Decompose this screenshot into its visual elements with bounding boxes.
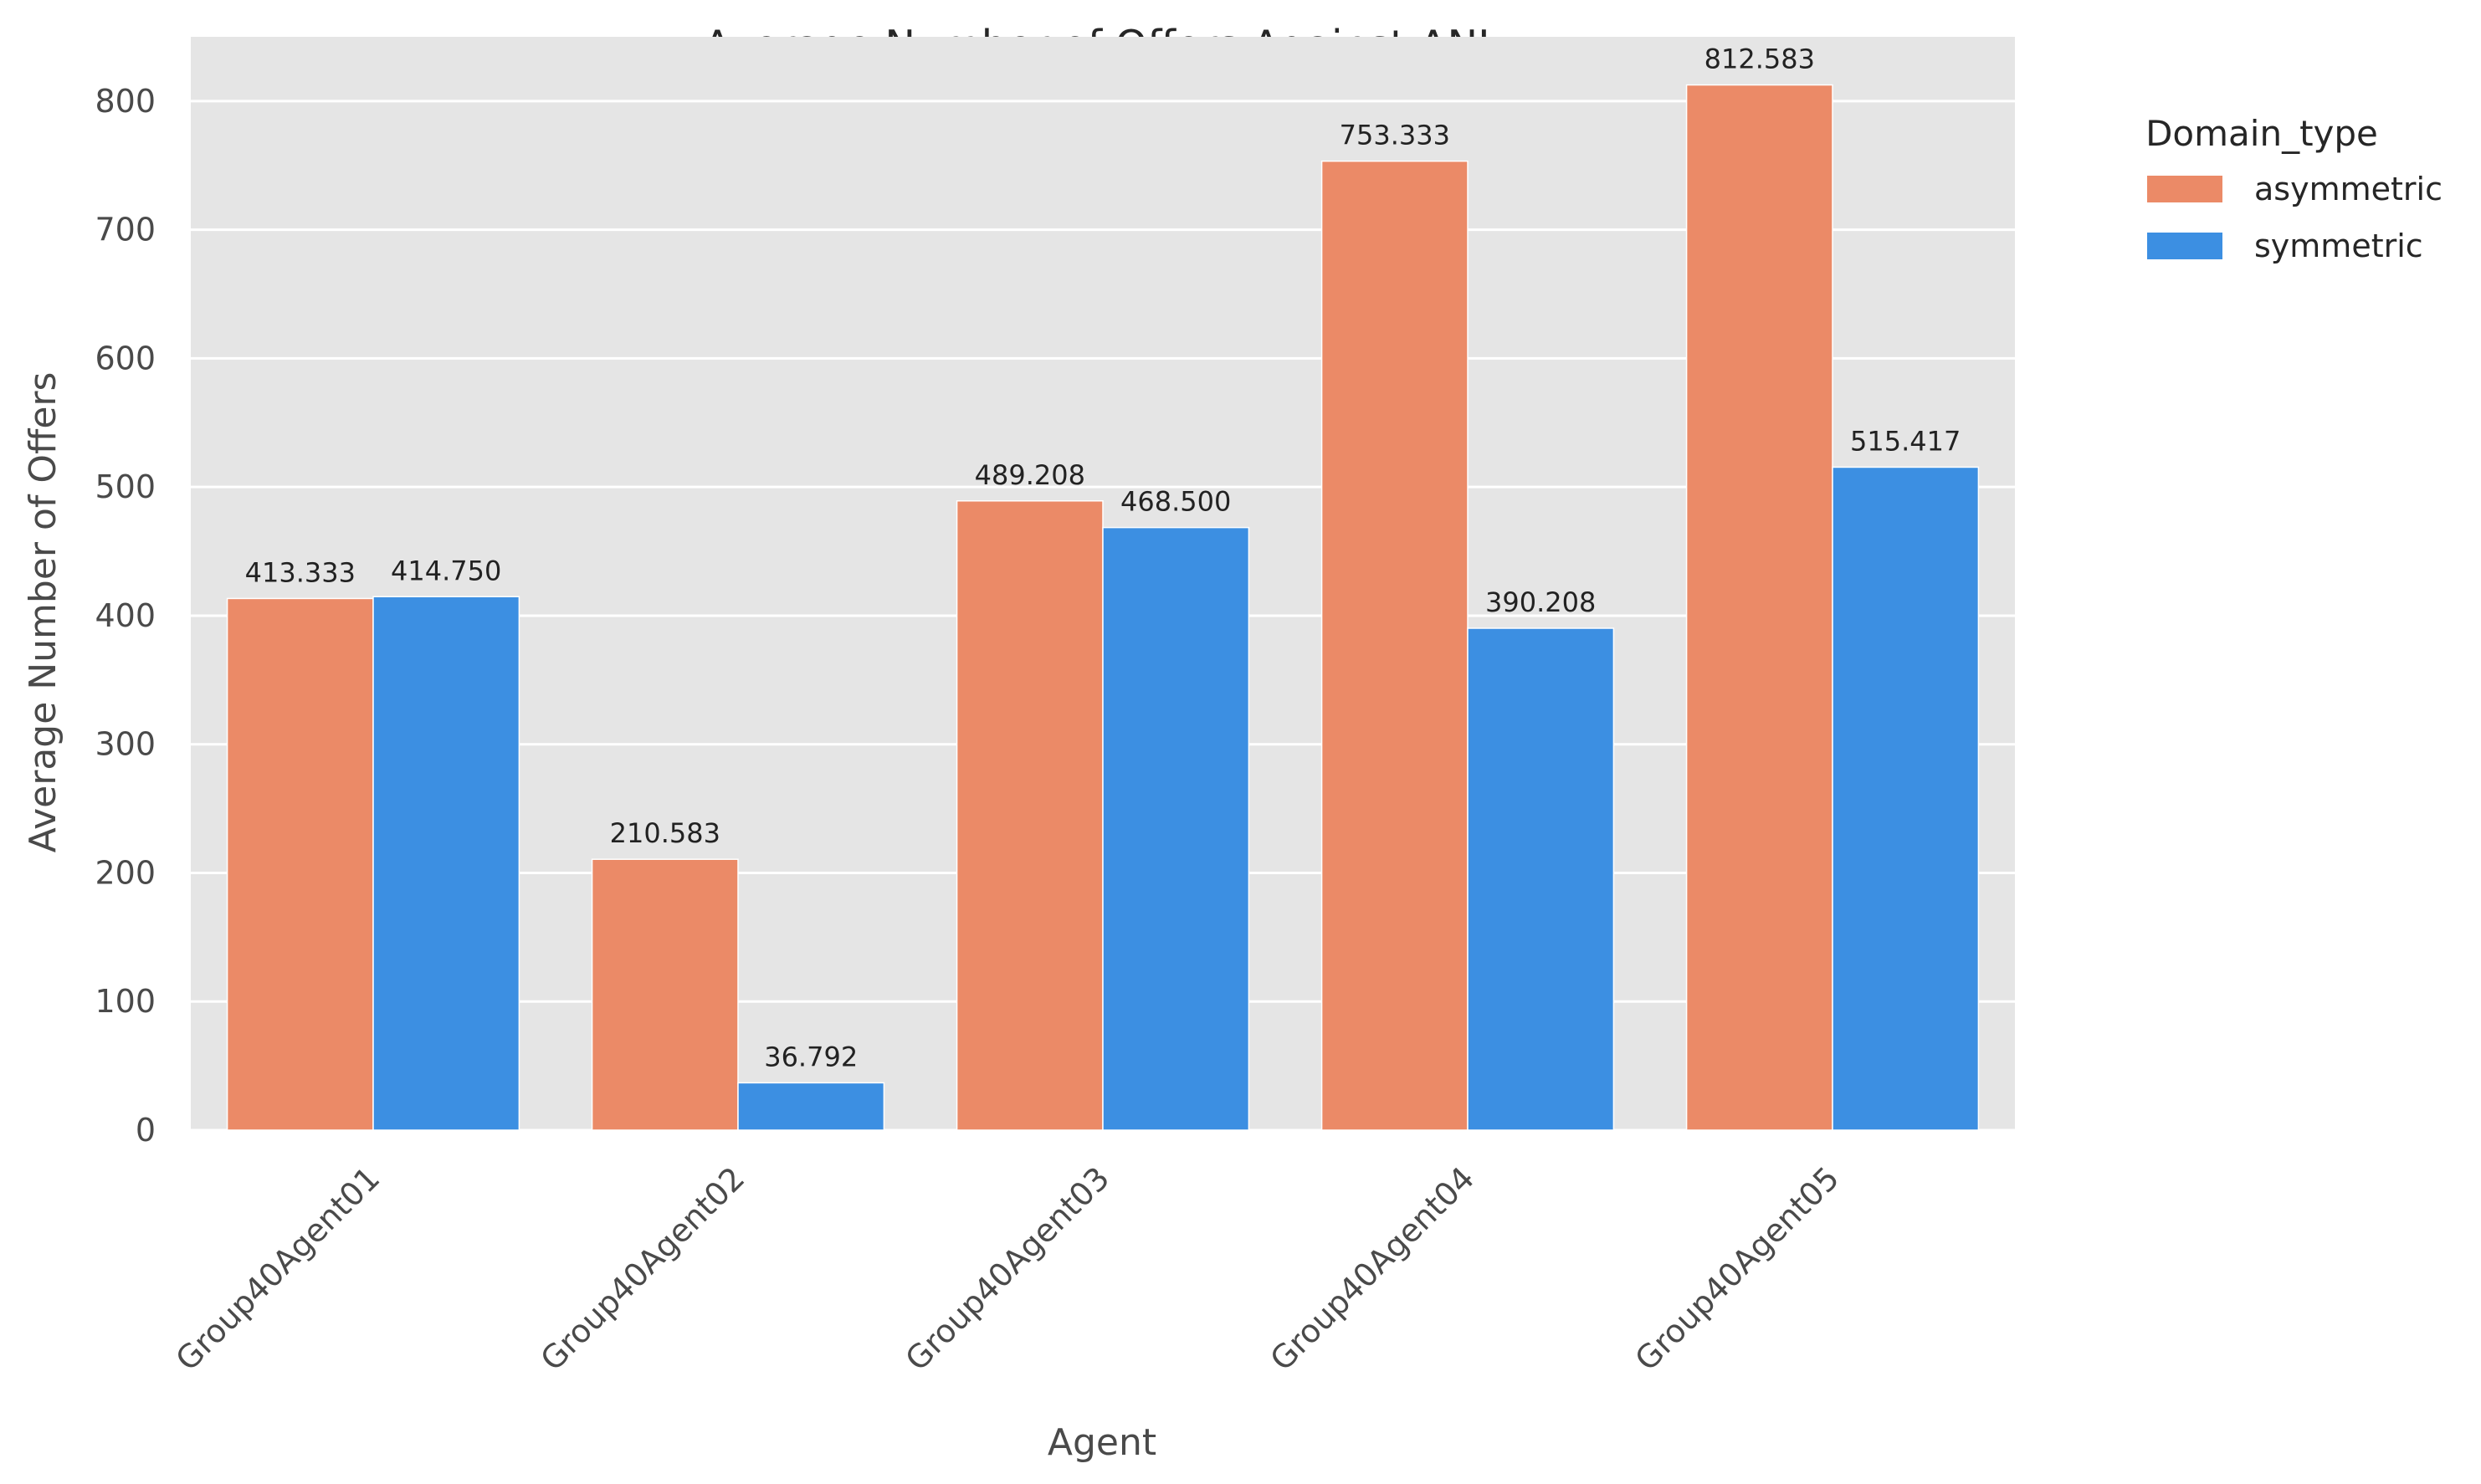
bar-symmetric-Group40Agent03 bbox=[1102, 526, 1250, 1131]
bar-value-label-asymmetric-Group40Agent04: 753.333 bbox=[1340, 120, 1450, 151]
legend: Domain_type asymmetric symmetric bbox=[2145, 113, 2443, 264]
x-axis-label: Agent bbox=[1048, 1421, 1156, 1464]
y-tick-label-700: 700 bbox=[95, 212, 156, 248]
legend-swatch-asymmetric bbox=[2147, 176, 2222, 202]
bar-value-label-symmetric-Group40Agent01: 414.750 bbox=[391, 555, 501, 586]
y-tick-label-300: 300 bbox=[95, 726, 156, 763]
bars bbox=[226, 84, 1980, 1131]
y-tick-label-500: 500 bbox=[95, 468, 156, 505]
bar-symmetric-Group40Agent05 bbox=[1832, 466, 1980, 1131]
y-axis-ticks: 0 100 200 300 400 500 600 700 800 bbox=[95, 83, 156, 1149]
y-tick-label-600: 600 bbox=[95, 340, 156, 376]
x-axis-ticks: Group40Agent01 Group40Agent02 Group40Agent… bbox=[169, 1159, 1847, 1378]
x-tick-label-Group40Agent03: Group40Agent03 bbox=[899, 1159, 1117, 1378]
y-tick-label-100: 100 bbox=[95, 983, 156, 1020]
y-tick-label-200: 200 bbox=[95, 854, 156, 891]
x-tick-label-Group40Agent02: Group40Agent02 bbox=[534, 1159, 752, 1378]
bar-value-labels: 413.333 414.750 210.583 36.792 489.208 468.50… bbox=[245, 43, 1961, 1073]
legend-label-symmetric: symmetric bbox=[2254, 228, 2423, 264]
bar-symmetric-Group40Agent02 bbox=[737, 1082, 885, 1131]
bar-value-label-asymmetric-Group40Agent02: 210.583 bbox=[610, 817, 720, 849]
bar-symmetric-Group40Agent04 bbox=[1467, 627, 1615, 1131]
bar-asymmetric-Group40Agent02 bbox=[591, 858, 739, 1131]
bar-asymmetric-Group40Agent03 bbox=[956, 500, 1104, 1131]
x-tick-label-Group40Agent04: Group40Agent04 bbox=[1264, 1159, 1482, 1378]
legend-label-asymmetric: asymmetric bbox=[2254, 171, 2443, 207]
bar-asymmetric-Group40Agent05 bbox=[1685, 84, 1833, 1131]
bar-asymmetric-Group40Agent04 bbox=[1320, 160, 1469, 1131]
x-tick-label-Group40Agent05: Group40Agent05 bbox=[1628, 1159, 1847, 1378]
y-tick-label-800: 800 bbox=[95, 83, 156, 120]
bar-value-label-symmetric-Group40Agent02: 36.792 bbox=[764, 1041, 858, 1072]
y-tick-label-400: 400 bbox=[95, 597, 156, 634]
bar-symmetric-Group40Agent01 bbox=[372, 596, 520, 1131]
bar-value-label-asymmetric-Group40Agent05: 812.583 bbox=[1704, 43, 1815, 75]
legend-title: Domain_type bbox=[2145, 113, 2378, 154]
y-tick-label-0: 0 bbox=[136, 1112, 156, 1149]
bar-value-label-symmetric-Group40Agent03: 468.500 bbox=[1120, 486, 1231, 518]
bar-value-label-asymmetric-Group40Agent01: 413.333 bbox=[245, 556, 356, 588]
legend-swatch-symmetric bbox=[2147, 233, 2222, 259]
bar-asymmetric-Group40Agent01 bbox=[226, 597, 374, 1131]
bar-value-label-symmetric-Group40Agent05: 515.417 bbox=[1850, 425, 1961, 457]
x-tick-label-Group40Agent01: Group40Agent01 bbox=[169, 1159, 387, 1378]
y-axis-label: Average Number of Offers bbox=[22, 372, 64, 853]
legend-items: asymmetric symmetric bbox=[2147, 171, 2443, 264]
bar-value-label-symmetric-Group40Agent04: 390.208 bbox=[1485, 586, 1596, 618]
bar-value-label-asymmetric-Group40Agent03: 489.208 bbox=[975, 459, 1085, 491]
